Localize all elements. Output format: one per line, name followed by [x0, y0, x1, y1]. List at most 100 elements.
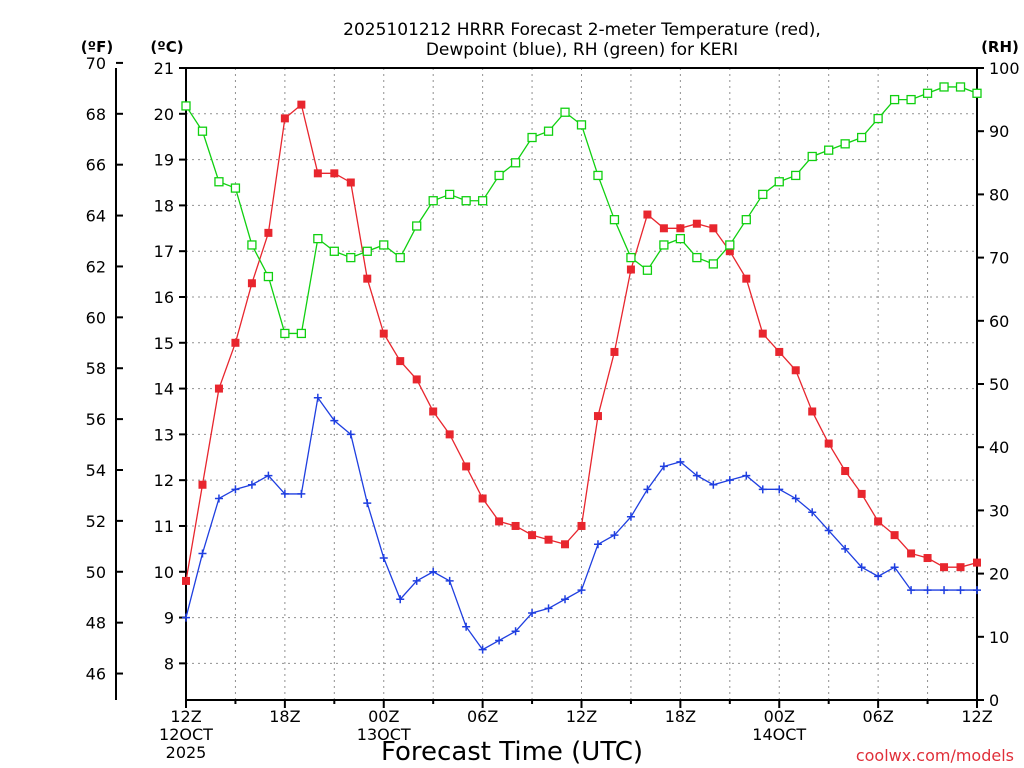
source-credit: coolwx.com/models [856, 746, 1014, 765]
rh-tick-label: 0 [989, 691, 999, 710]
temperature-point [626, 265, 635, 274]
rh-point [708, 259, 718, 269]
fahrenheit-tick-label: 50 [86, 563, 106, 582]
rh-point [543, 126, 554, 136]
dewpoint-point [528, 608, 537, 617]
dewpoint-point [313, 393, 322, 402]
unit-label-fahrenheit: (ºF) [81, 38, 113, 56]
fahrenheit-tick-label: 66 [86, 156, 106, 175]
x-tick-label: 13OCT [357, 725, 411, 744]
rh-tick-label: 100 [989, 59, 1020, 78]
temperature-point [725, 247, 734, 256]
dewpoint-point [907, 586, 916, 595]
temperature-point [231, 338, 240, 347]
x-tick-label: 18Z [269, 707, 300, 726]
rh-point [329, 246, 339, 256]
rh-point [609, 215, 620, 225]
rh-point [527, 132, 537, 143]
dewpoint-point [742, 471, 751, 480]
dewpoint-point [445, 576, 454, 585]
dewpoint-point [973, 586, 981, 595]
dewpoint-point [676, 457, 685, 466]
dewpoint-point [874, 572, 883, 581]
rh-point [758, 189, 768, 200]
rh-point [313, 233, 323, 244]
celsius-tick-label: 18 [154, 196, 174, 215]
fahrenheit-tick-label: 60 [86, 308, 106, 327]
rh-point [247, 240, 257, 250]
fahrenheit-tick-label: 62 [86, 257, 106, 276]
temperature-point [808, 407, 817, 416]
fahrenheit-tick-label: 46 [86, 665, 106, 684]
temperature-point [610, 347, 619, 356]
dewpoint-point [182, 613, 190, 622]
temperature-point [923, 554, 932, 563]
dewpoint-point [346, 430, 355, 439]
celsius-tick-label: 11 [154, 517, 174, 536]
rh-point [675, 233, 686, 244]
temperature-point [247, 279, 256, 288]
dewpoint-point [824, 526, 833, 535]
fahrenheit-tick-label: 48 [86, 614, 106, 633]
temperature-point [676, 224, 685, 233]
temperature-point [363, 274, 372, 283]
rh-point [972, 88, 982, 98]
rh-point [659, 240, 669, 250]
chart-title-line2: Dewpoint (blue), RH (green) for KERI [426, 40, 738, 60]
rh-point [955, 82, 966, 92]
rh-point [428, 196, 438, 206]
rh-point [939, 82, 949, 92]
temperature-point [890, 531, 899, 540]
dewpoint-point [791, 494, 800, 503]
x-tick-label: 18Z [665, 707, 696, 726]
rh-point [791, 170, 801, 181]
temperature-point [874, 517, 883, 526]
rh-point [296, 328, 307, 339]
rh-point [642, 265, 653, 275]
temperature-point [214, 384, 223, 393]
dewpoint-point [626, 512, 635, 521]
rh-point [906, 94, 916, 105]
rh-point [560, 107, 570, 117]
celsius-tick-label: 13 [154, 425, 174, 444]
celsius-tick-label: 19 [154, 151, 174, 170]
rh-point [412, 221, 422, 231]
temperature-point [429, 407, 438, 416]
dewpoint-point [297, 489, 306, 498]
rh-tick-label: 90 [989, 122, 1009, 141]
temperature-point [973, 558, 981, 567]
x-tick-label: 14OCT [752, 725, 806, 744]
x-tick-label: 2025 [166, 743, 207, 762]
temperature-point [396, 357, 405, 366]
dewpoint-point [692, 471, 701, 480]
rh-point [197, 126, 208, 136]
unit-label-rh: (RH) [981, 38, 1019, 56]
dewpoint-point [775, 485, 784, 494]
temperature-point [824, 439, 833, 448]
temperature-point [940, 563, 949, 572]
temperature-point [857, 489, 866, 498]
rh-point [362, 246, 372, 256]
temperature-point [297, 100, 306, 109]
temperature-point [198, 480, 207, 489]
temperature-point [182, 576, 190, 585]
temperature-point [775, 347, 784, 356]
celsius-tick-label: 14 [154, 380, 174, 399]
rh-tick-label: 60 [989, 312, 1009, 331]
rh-tick-label: 30 [989, 501, 1009, 520]
dewpoint-point [841, 544, 850, 553]
dewpoint-point [956, 586, 965, 595]
dewpoint-point [940, 586, 949, 595]
dewpoint-point [330, 416, 339, 425]
rh-point [774, 177, 784, 187]
x-tick-label: 12Z [566, 707, 597, 726]
temperature-point [313, 169, 322, 178]
temperature-point [907, 549, 916, 558]
dewpoint-point [659, 462, 668, 471]
rh-point [230, 183, 241, 193]
celsius-tick-label: 12 [154, 471, 174, 490]
dewpoint-point [280, 489, 289, 498]
fahrenheit-tick-label: 54 [86, 461, 106, 480]
rh-point [840, 139, 850, 149]
